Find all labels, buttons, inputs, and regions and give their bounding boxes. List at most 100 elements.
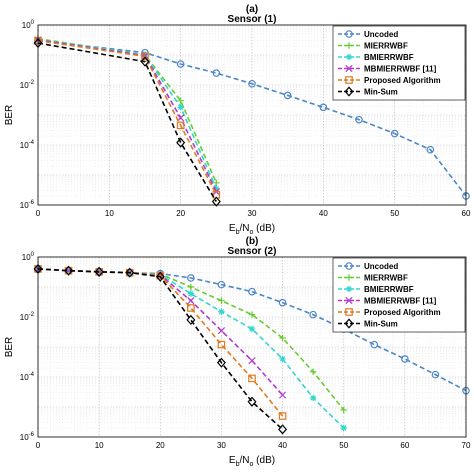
data-point	[186, 314, 196, 326]
y-tick-label: 10-6​	[20, 200, 35, 210]
data-point	[187, 297, 195, 305]
legend-item: Uncoded	[338, 30, 398, 39]
x-tick-label: 60	[400, 441, 409, 450]
legend-label: MBMIERRWBF [11]	[364, 297, 437, 306]
data-point	[217, 327, 226, 335]
data-point	[217, 280, 226, 289]
legend-label: Proposed Algorithm	[364, 76, 441, 85]
data-point	[64, 265, 74, 276]
series-line	[37, 37, 218, 184]
legend-item: BMIERRWBF	[338, 285, 414, 294]
axes-frame	[37, 24, 467, 206]
legend-marker	[345, 30, 353, 38]
data-point	[355, 115, 363, 124]
legend-label: Uncoded	[364, 30, 398, 39]
data-point	[211, 196, 221, 207]
legend-marker	[345, 42, 353, 49]
x-axis-label: Eb​/No​ (dB)	[229, 455, 275, 468]
x-tick-label: 20	[176, 209, 185, 218]
data-point	[141, 52, 149, 61]
data-point	[187, 274, 195, 282]
data-point	[218, 308, 225, 315]
legend-label: Uncoded	[364, 262, 398, 271]
legend-marker	[345, 308, 353, 316]
x-tick-label: 20	[156, 441, 165, 450]
data-point	[278, 424, 288, 435]
data-point	[176, 60, 185, 68]
data-point	[309, 394, 317, 402]
x-tick-label: 30	[217, 441, 226, 450]
data-point	[248, 287, 256, 296]
y-tick-label: 10-2​	[20, 312, 35, 322]
legend-label: Proposed Algorithm	[364, 308, 441, 317]
data-point	[177, 104, 184, 111]
legend-marker	[345, 274, 353, 281]
data-point	[212, 69, 221, 77]
legend-item: MBMIERRWBF [11]	[338, 297, 437, 306]
data-point	[248, 79, 256, 88]
legend: Uncoded MIERRWBF BMIERRWBF MBMIERRWBF [11] P…	[332, 25, 466, 101]
data-point	[279, 334, 286, 342]
legend-marker	[344, 86, 354, 97]
legend-item: Min-Sum	[338, 318, 398, 329]
data-point	[187, 290, 195, 297]
x-tick-label: 60	[462, 209, 471, 218]
y-axis-label: BER	[4, 337, 15, 358]
legend-marker	[345, 64, 353, 73]
x-tick-label: 50	[390, 209, 399, 218]
x-tick-label: 70	[462, 441, 471, 450]
data-point	[218, 297, 225, 304]
series-line	[37, 39, 218, 196]
chart-title: Sensor (1)	[228, 14, 277, 25]
series-line	[37, 42, 218, 202]
legend-item: Min-Sum	[338, 86, 398, 97]
legend-item: Uncoded	[338, 262, 398, 271]
chart-panel-1: 0 10 20 30 40 50 60 100​ 10-2​ 10-4​ 10-6​ Eb​/No​ …	[4, 4, 471, 236]
x-axis-label: Eb​/No​ (dB)	[229, 223, 275, 236]
x-tick-label: 0	[36, 441, 41, 450]
legend-label: BMIERRWBF	[364, 53, 414, 62]
legend-label: Min-Sum	[364, 320, 398, 329]
legend-label: BMIERRWBF	[364, 285, 414, 294]
data-point	[176, 137, 186, 148]
axes-frame	[37, 256, 467, 438]
legend-item: Proposed Algorithm	[338, 76, 441, 85]
panel-label: (b)	[246, 236, 259, 247]
panel-label: (a)	[246, 4, 258, 15]
data-point	[279, 355, 286, 363]
data-point	[140, 56, 150, 67]
data-point	[309, 310, 317, 319]
data-point	[319, 103, 328, 112]
data-point	[155, 271, 165, 282]
data-point	[390, 129, 399, 138]
data-point	[370, 340, 379, 349]
data-point	[309, 368, 317, 375]
x-tick-label: 40	[319, 209, 328, 218]
legend-item: MIERRWBF	[338, 274, 408, 283]
series-line	[37, 39, 218, 192]
legend-label: MIERRWBF	[364, 274, 408, 283]
data-point	[248, 374, 256, 383]
series-line	[37, 268, 284, 430]
legend-item: Proposed Algorithm	[338, 308, 441, 317]
legend-marker	[345, 76, 353, 84]
legend-marker	[345, 262, 353, 270]
series-line	[37, 39, 467, 197]
legend-item: BMIERRWBF	[338, 53, 414, 62]
data-point	[176, 121, 185, 130]
data-point	[187, 283, 195, 291]
legend-label: Min-Sum	[364, 88, 398, 97]
legend-item: MIERRWBF	[338, 42, 408, 51]
data-point	[248, 325, 256, 333]
x-tick-label: 10	[95, 441, 104, 450]
y-axis-label: BER	[4, 105, 15, 126]
legend-box	[332, 25, 466, 101]
data-point	[283, 91, 292, 100]
legend-marker	[344, 318, 354, 329]
data-point	[248, 357, 256, 365]
chart-panel-2: 0 10 20 30 40 50 60 70 100​ 10-2​ 10-4​ 10-6​ Eb​/No…	[4, 236, 471, 468]
chart-title: Sensor (2)	[228, 246, 277, 257]
x-tick-label: 30	[248, 209, 257, 218]
y-tick-label: 10-4​	[20, 140, 35, 150]
